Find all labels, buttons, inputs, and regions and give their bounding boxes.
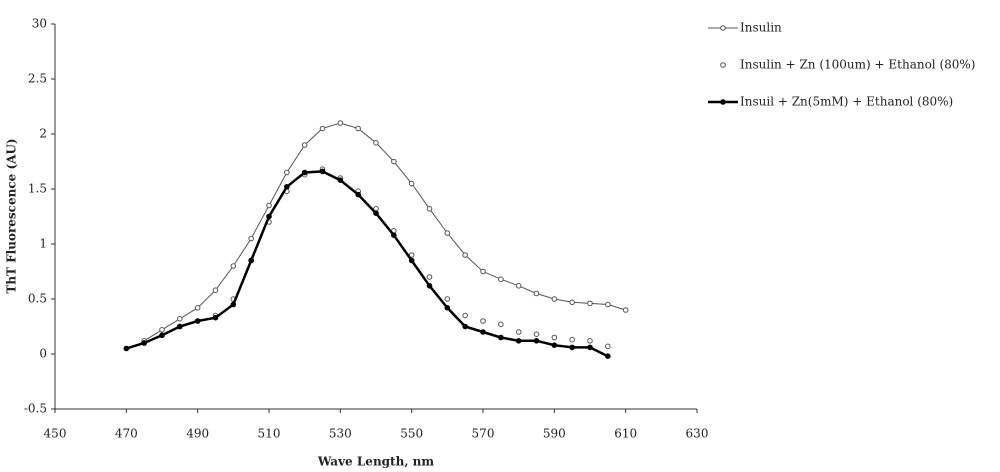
point <box>355 125 361 132</box>
point <box>194 305 201 311</box>
point <box>230 263 237 269</box>
x-tick-label: 470 <box>115 427 138 441</box>
series-line <box>143 122 626 342</box>
point <box>480 268 486 275</box>
point <box>177 323 183 330</box>
point <box>569 299 575 306</box>
legend-marker <box>720 99 726 105</box>
point <box>587 300 593 307</box>
point <box>622 307 629 313</box>
point <box>569 344 575 351</box>
point <box>266 202 272 209</box>
point <box>605 301 611 308</box>
legend-marker <box>720 25 726 31</box>
point <box>177 316 183 322</box>
point <box>284 169 290 176</box>
legend-label: Insuil + Zn(5mM) + Ethanol (80%) <box>740 95 953 109</box>
point <box>408 180 415 187</box>
x-tick-label: 630 <box>686 427 709 441</box>
y-axis-title: ThT Fluorescence (AU) <box>5 138 19 293</box>
point <box>605 343 611 350</box>
point <box>159 332 165 339</box>
x-tick-label: 610 <box>614 427 637 441</box>
series-line <box>125 170 609 358</box>
point <box>533 331 540 338</box>
point <box>408 257 415 264</box>
point <box>337 120 344 126</box>
y-tick-label: 1.5 <box>28 182 47 196</box>
point <box>569 336 575 343</box>
legend-marker <box>720 62 726 68</box>
legend-label: Insulin + Zn (100um) + Ethanol (80%) <box>740 58 976 72</box>
point <box>551 334 558 341</box>
y-tick-label: 1 <box>39 237 47 251</box>
point <box>426 206 433 212</box>
point <box>605 353 611 360</box>
point <box>551 296 558 302</box>
point <box>480 329 486 335</box>
point <box>194 318 201 324</box>
point <box>301 169 308 176</box>
legend-label: Insulin <box>740 21 782 35</box>
point <box>337 177 344 183</box>
point <box>230 301 237 308</box>
point <box>498 321 504 328</box>
x-tick-label: 490 <box>186 427 209 441</box>
x-tick-label: 590 <box>543 427 566 441</box>
point <box>480 318 486 324</box>
point <box>319 168 326 175</box>
point <box>515 329 522 335</box>
point <box>248 257 254 264</box>
x-tick-label: 530 <box>329 427 352 441</box>
x-tick-label: 450 <box>44 427 67 441</box>
point <box>212 314 219 321</box>
point <box>391 158 397 165</box>
x-tick-label: 510 <box>258 427 281 441</box>
point <box>426 283 433 289</box>
point <box>533 290 540 297</box>
y-tick-label: 30 <box>32 17 47 31</box>
point <box>498 334 504 341</box>
y-tick-label: 0 <box>39 347 47 361</box>
point <box>373 140 379 146</box>
point <box>391 232 397 238</box>
point <box>123 345 130 352</box>
y-tick-label: 2.5 <box>28 72 47 86</box>
point <box>551 342 558 349</box>
point <box>408 252 415 258</box>
y-tick-label: 0.5 <box>28 292 47 306</box>
point <box>444 296 451 302</box>
point <box>444 230 451 236</box>
point <box>587 344 593 351</box>
point <box>444 305 451 311</box>
point <box>426 274 433 280</box>
y-tick-label: -0.5 <box>24 402 47 416</box>
point <box>284 184 290 190</box>
x-axis-title: Wave Length, nm <box>317 455 435 469</box>
point <box>248 235 254 242</box>
point <box>462 312 468 319</box>
point <box>515 338 522 344</box>
point <box>355 191 361 198</box>
point <box>462 252 468 258</box>
point <box>498 276 504 283</box>
point <box>301 142 308 148</box>
point <box>212 287 219 294</box>
point <box>266 213 272 220</box>
point <box>159 327 165 333</box>
point <box>515 283 522 289</box>
y-tick-label: 2 <box>39 127 47 141</box>
x-tick-label: 550 <box>400 427 423 441</box>
point <box>462 323 468 330</box>
point <box>373 210 379 216</box>
point <box>319 125 326 132</box>
point <box>587 338 593 344</box>
x-tick-label: 570 <box>472 427 495 441</box>
point <box>141 340 147 346</box>
point <box>533 338 540 344</box>
